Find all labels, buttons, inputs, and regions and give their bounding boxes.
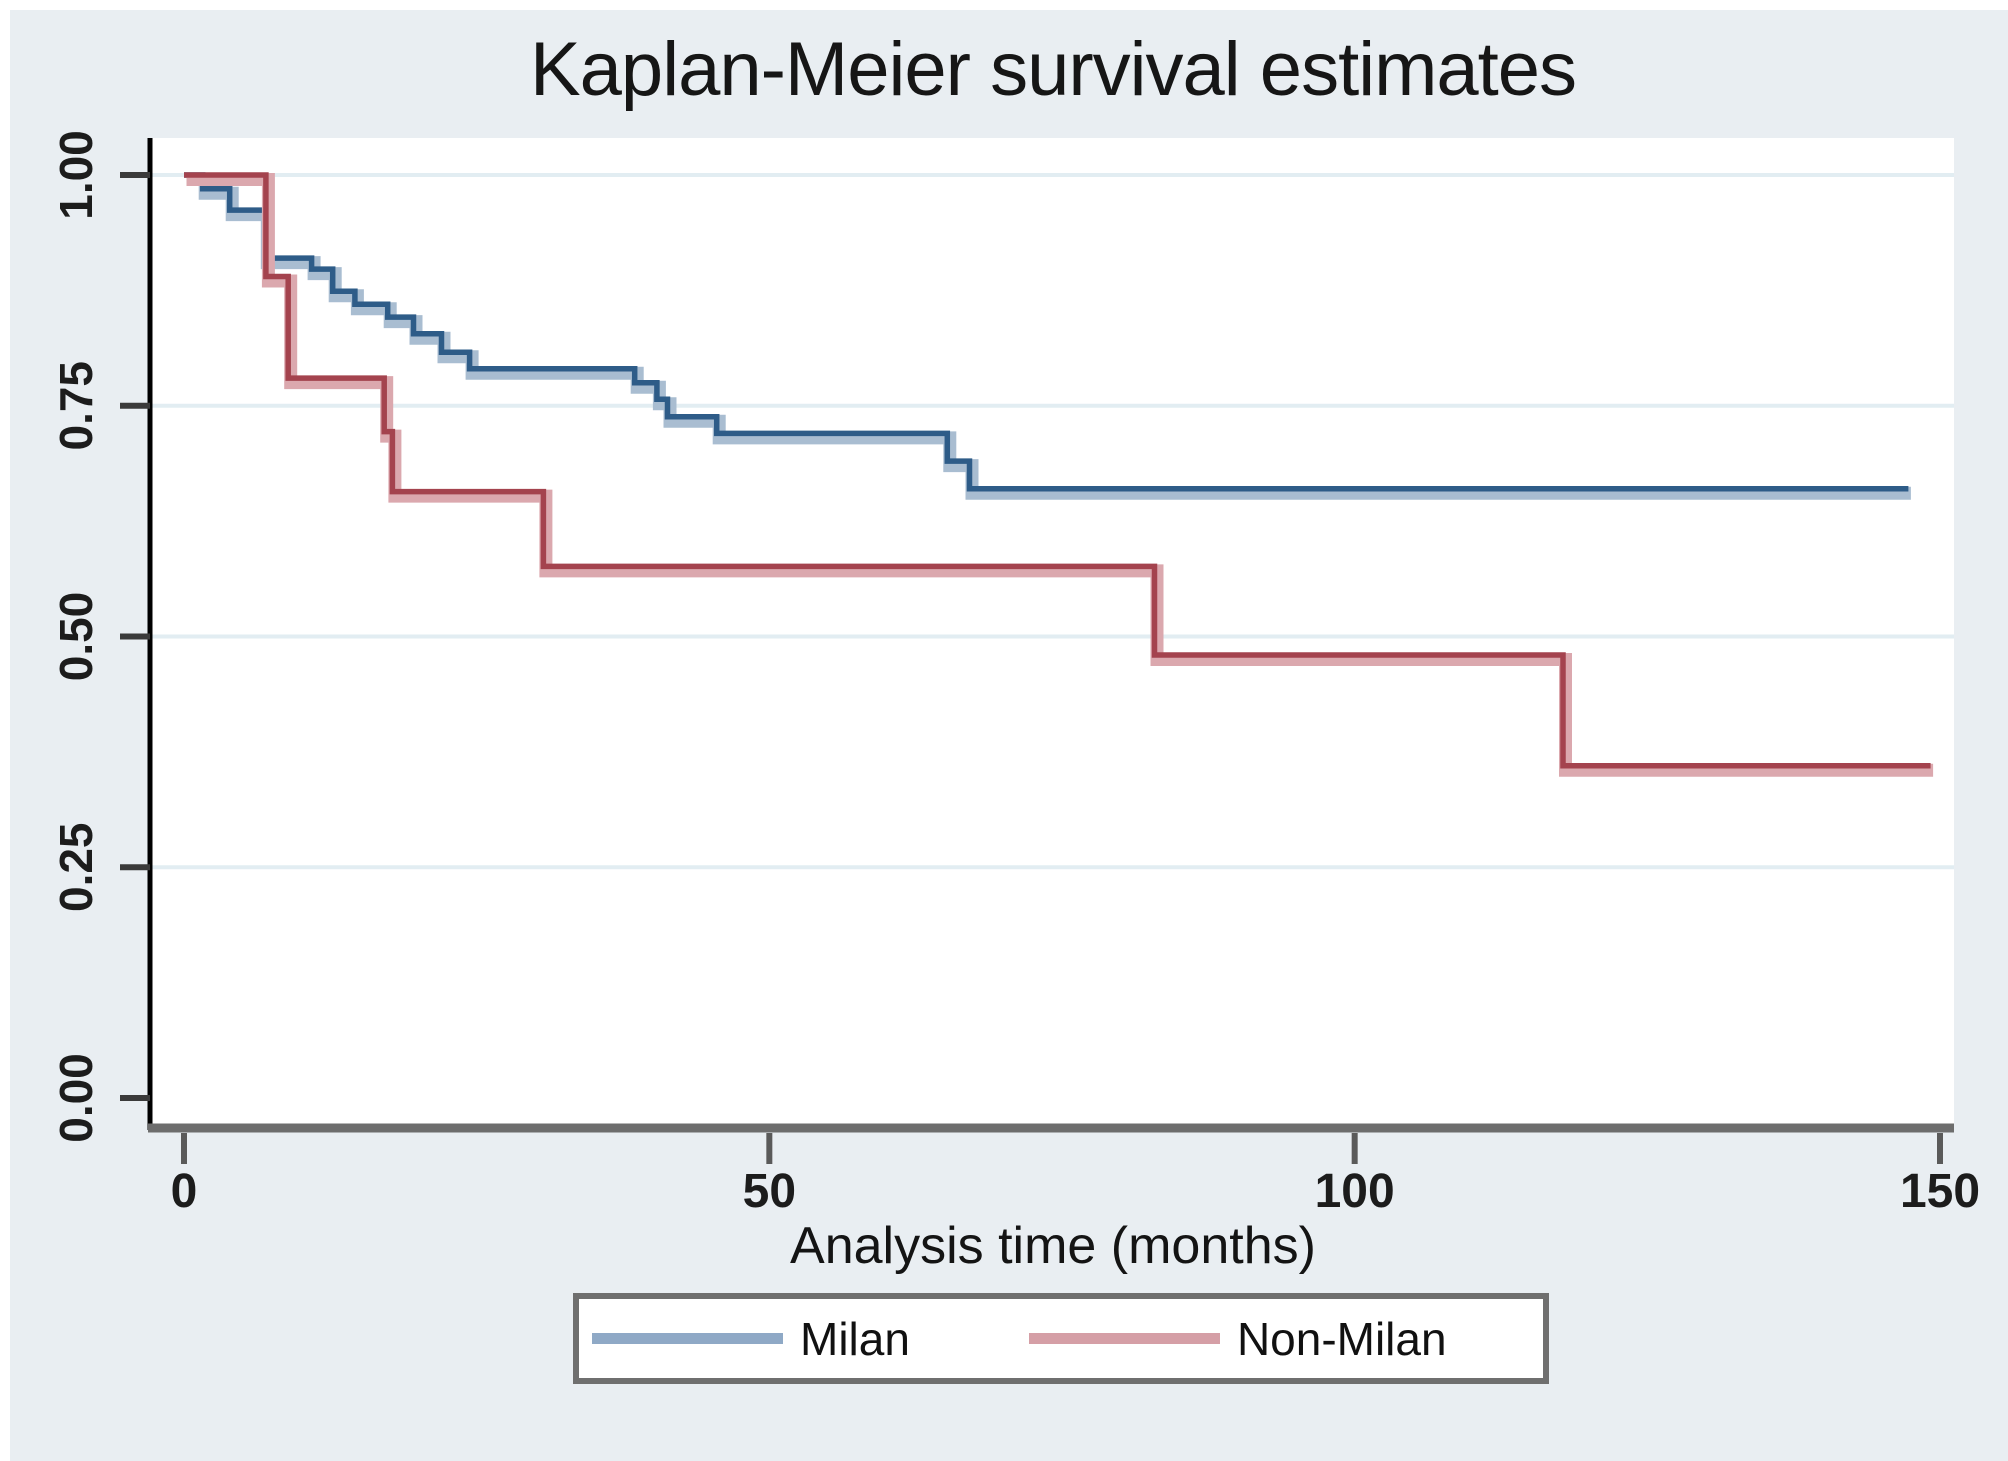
- y-tick-label: 0.50: [50, 592, 102, 682]
- x-tick-label: 150: [1900, 1165, 1980, 1218]
- y-tick-label: 0.25: [50, 822, 102, 912]
- y-tick-label: 0.00: [50, 1053, 102, 1143]
- x-axis-title: Analysis time (months): [790, 1217, 1316, 1275]
- x-tick-label: 0: [171, 1165, 198, 1218]
- plot-area: [150, 138, 1954, 1128]
- legend: Milan Non-Milan: [573, 1293, 1549, 1384]
- x-tick-label: 50: [743, 1165, 796, 1218]
- non-milan-swatch: [1028, 1333, 1220, 1344]
- milan-swatch: [592, 1333, 783, 1344]
- y-tick-label: 1.00: [50, 130, 102, 220]
- x-tick-label: 100: [1315, 1165, 1395, 1218]
- legend-item-milan: Milan: [592, 1312, 910, 1366]
- legend-item-non-milan: Non-Milan: [1028, 1312, 1447, 1366]
- legend-label-non-milan: Non-Milan: [1236, 1312, 1447, 1365]
- chart-title: Kaplan-Meier survival estimates: [529, 27, 1577, 112]
- legend-label-milan: Milan: [800, 1312, 910, 1365]
- non-milan-curve: [184, 172, 1931, 769]
- y-tick-label: 0.75: [50, 361, 102, 451]
